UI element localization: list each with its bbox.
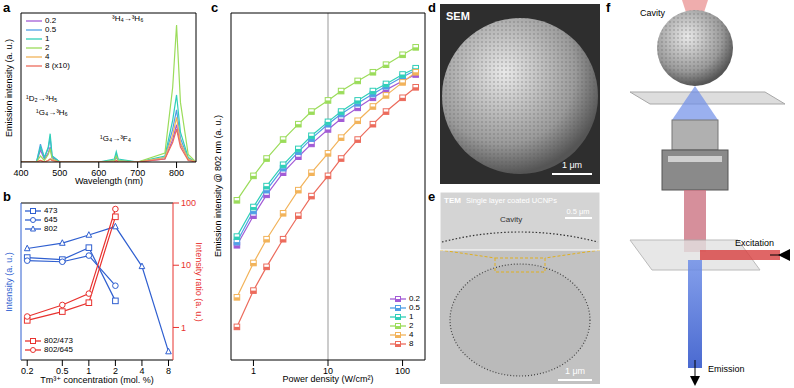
- html-text:Emission intensity @ 802 nm (a: Emission intensity @ 802 nm (a. u.): [213, 114, 223, 258]
- html-text:Wavelength (nm): Wavelength (nm): [74, 176, 144, 186]
- html-text:0.2: 0.2: [45, 16, 57, 25]
- html-text:4: 4: [45, 52, 50, 61]
- html-text:8 (x10): 8 (x10): [45, 61, 70, 70]
- svg-text:TEM: TEM: [444, 196, 461, 205]
- svg-text:Single layer coated UCNPs: Single layer coated UCNPs: [466, 196, 557, 205]
- html-text:802/645: 802/645: [44, 345, 73, 354]
- html-text:8: 8: [408, 339, 414, 348]
- html-text:Tm³⁺ concentration (mol. %): Tm³⁺ concentration (mol. %): [40, 375, 154, 385]
- svg-text:100: 100: [395, 366, 410, 376]
- svg-text:Cavity: Cavity: [500, 215, 522, 224]
- svg-text:1: 1: [181, 323, 186, 333]
- html-text:e: e: [428, 189, 436, 204]
- svg-text:10: 10: [181, 260, 191, 270]
- svg-text:8: 8: [166, 366, 171, 376]
- html-text:d: d: [428, 0, 436, 15]
- html-text:³H₄→³H₆: ³H₄→³H₆: [112, 14, 144, 23]
- svg-text:10: 10: [323, 366, 333, 377]
- svg-text:Emission: Emission: [708, 364, 745, 374]
- svg-text:0.5 μm: 0.5 μm: [566, 207, 589, 216]
- html-text:0.5: 0.5: [45, 25, 57, 34]
- html-text:0.2: 0.2: [408, 294, 420, 303]
- html-text:Intensity ratio (a. u.): Intensity ratio (a. u.): [194, 242, 204, 322]
- svg-text:100: 100: [181, 198, 196, 208]
- svg-text:700: 700: [130, 168, 146, 179]
- html-text:¹G₄→³F₄: ¹G₄→³F₄: [100, 134, 131, 143]
- html-text:1: 1: [45, 34, 50, 43]
- html-text:2: 2: [45, 43, 50, 52]
- html-text:645: 645: [44, 215, 58, 224]
- html-text:f: f: [606, 0, 611, 15]
- svg-text:1: 1: [86, 366, 91, 376]
- svg-text:4: 4: [139, 366, 144, 376]
- html-text:c: c: [211, 0, 219, 15]
- html-text:4: 4: [408, 330, 414, 339]
- html-text:Emission intensity (a. u.): Emission intensity (a. u.): [4, 39, 14, 137]
- html-text:802/473: 802/473: [44, 336, 73, 345]
- svg-text:Cavity: Cavity: [640, 8, 666, 18]
- html-text:¹G₄→³H₆: ¹G₄→³H₆: [36, 108, 68, 117]
- svg-text:800: 800: [169, 168, 184, 178]
- html-text:b: b: [3, 189, 11, 204]
- svg-text:SEM: SEM: [446, 10, 470, 22]
- svg-text:0.5: 0.5: [56, 366, 69, 376]
- html-text:Intensity (a. u.): Intensity (a. u.): [4, 252, 14, 312]
- svg-text:1: 1: [251, 366, 256, 376]
- svg-text:Excitation: Excitation: [735, 238, 774, 248]
- html-text:1: 1: [408, 312, 414, 321]
- svg-text:0.2: 0.2: [21, 366, 34, 376]
- html-text:¹D₂→³H₅: ¹D₂→³H₅: [26, 94, 58, 103]
- html-text:2: 2: [408, 321, 414, 330]
- svg-text:1 μm: 1 μm: [562, 160, 582, 170]
- svg-text:1 μm: 1 μm: [565, 366, 585, 376]
- html-text:802: 802: [44, 224, 58, 233]
- svg-text:2: 2: [113, 366, 118, 376]
- svg-text:500: 500: [52, 168, 67, 178]
- html-text:0.5: 0.5: [408, 303, 420, 312]
- svg-text:600: 600: [91, 168, 107, 179]
- svg-text:400: 400: [13, 168, 28, 178]
- html-text:a: a: [3, 0, 11, 15]
- html-text:Power density (W/cm²): Power density (W/cm²): [282, 374, 374, 384]
- html-text:473: 473: [44, 206, 58, 215]
